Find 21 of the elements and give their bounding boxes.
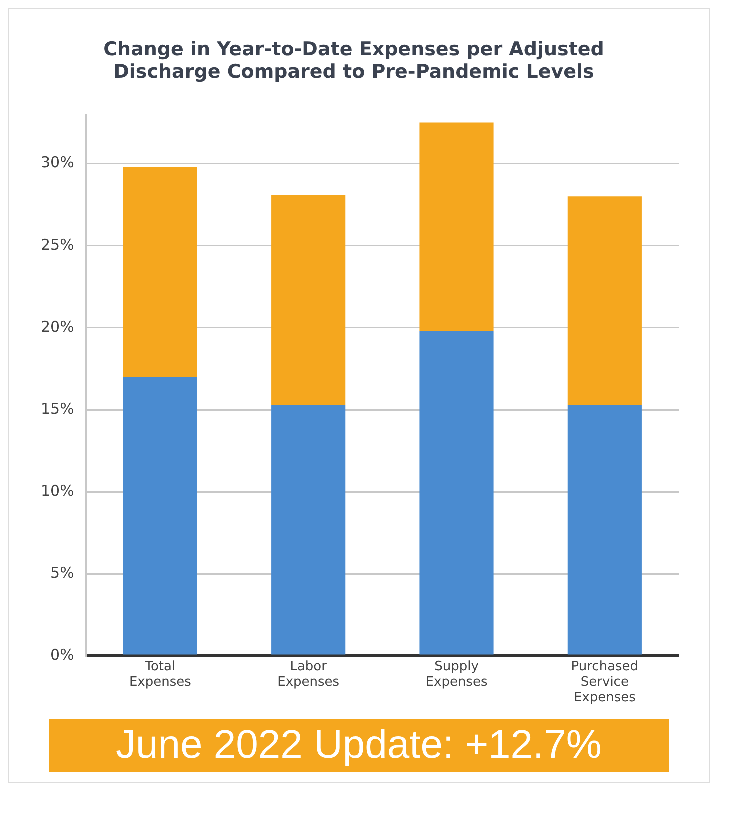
bar [420, 122, 494, 332]
y-tick-label: 15% [40, 400, 74, 418]
bar [272, 405, 346, 655]
x-tick-label: Labor Expenses [278, 659, 340, 690]
y-tick-label: 20% [40, 318, 74, 336]
bar [568, 196, 642, 406]
y-tick-label: 10% [40, 482, 74, 500]
text: June 2022 Update: +12.7% [49, 719, 669, 772]
bar [272, 195, 346, 406]
x-tick-label: Purchased Service Expenses [571, 659, 639, 706]
y-tick-label: 0% [50, 646, 74, 664]
bar [123, 377, 198, 655]
chart-title: Change in Year-to-Date Expenses per Adjusted Discharge Compared to Pre-Pandemic Levels [104, 38, 604, 84]
x-tick-label: Total Expenses [129, 659, 192, 690]
bar [568, 405, 642, 655]
bar [123, 167, 198, 378]
x-tick-label: Supply Expenses [426, 659, 488, 690]
y-tick-label: 30% [40, 154, 74, 172]
y-tick-label: 25% [40, 236, 74, 254]
y-tick-label: 5% [50, 564, 74, 582]
bar [420, 331, 494, 655]
